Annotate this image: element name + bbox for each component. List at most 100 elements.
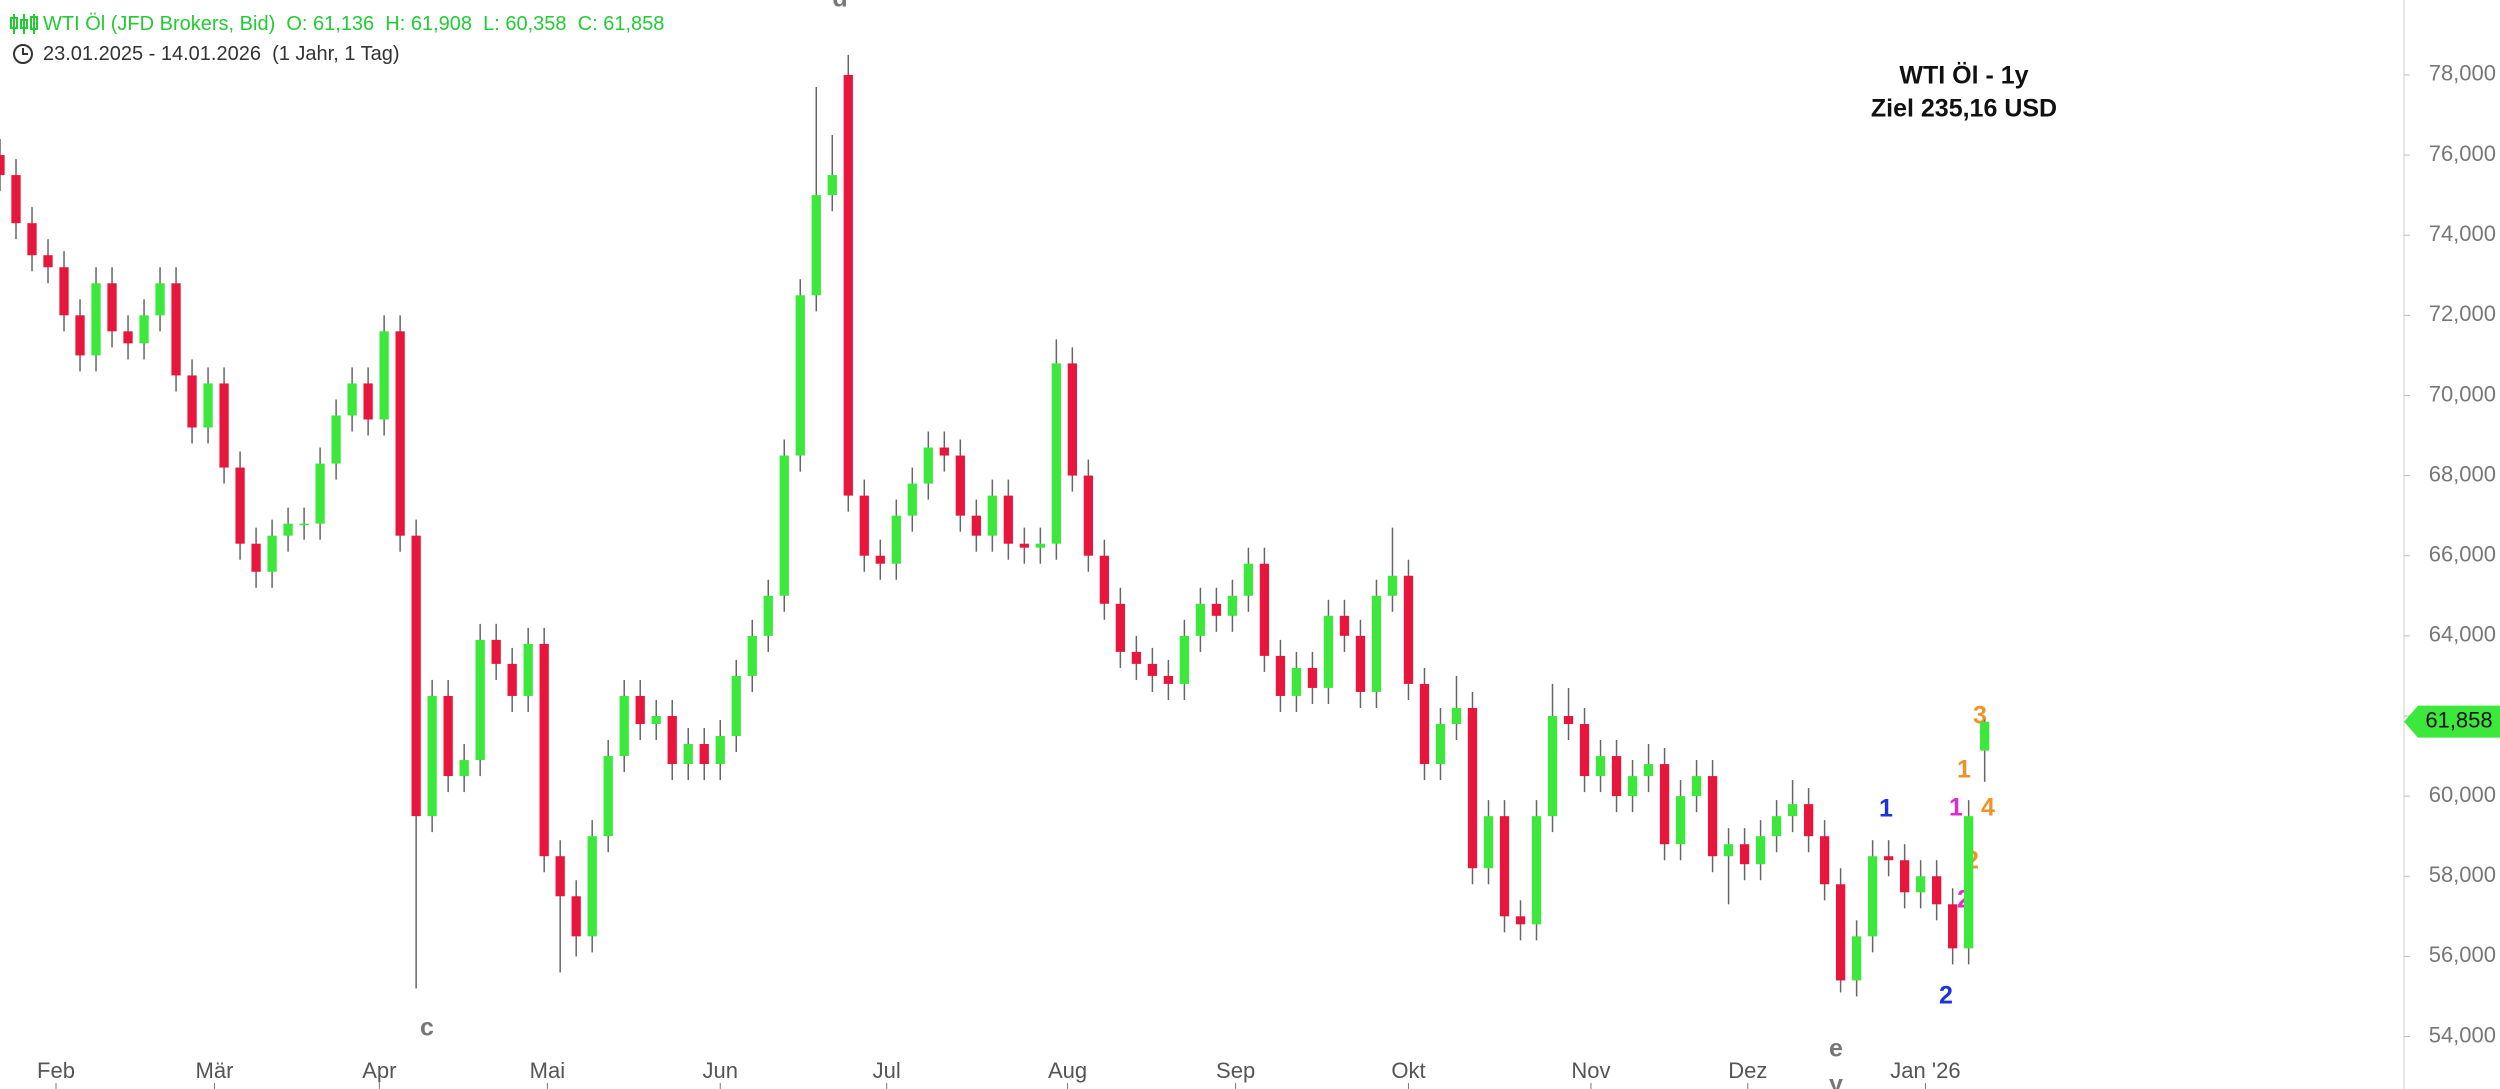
candle-body [987, 495, 997, 536]
wave-label: 4 [1981, 794, 1995, 822]
candle-body [1707, 776, 1718, 857]
candle-body [1851, 936, 1862, 981]
candle-body [107, 283, 117, 332]
candle-body [1659, 764, 1670, 845]
candle-body [779, 455, 789, 596]
candle-body [587, 836, 597, 937]
wave-label: 1 [1879, 795, 1893, 823]
candle-body [1131, 651, 1142, 664]
candle-body [555, 856, 565, 897]
candle-body [1035, 543, 1045, 548]
candle-body [443, 695, 453, 777]
candle-body [1467, 707, 1478, 869]
candle-body [1595, 756, 1606, 777]
candle-body [75, 315, 85, 356]
y-tick-label: 66,000 [2429, 542, 2496, 567]
wave-label: d [832, 0, 847, 13]
candle-body [171, 283, 181, 376]
candle-body [1451, 707, 1462, 724]
candle-body [1915, 876, 1926, 893]
candle-body [603, 756, 613, 837]
candle-body [1787, 804, 1798, 817]
candle-body [91, 283, 101, 356]
y-tick-label: 78,000 [2429, 61, 2496, 86]
candle-body [1483, 816, 1494, 869]
candle-body [1980, 721, 1990, 751]
candle-body [59, 267, 69, 316]
y-tick-label: 64,000 [2429, 622, 2496, 647]
candle-body [331, 415, 341, 464]
candle-body [523, 643, 533, 696]
candle-body [875, 555, 885, 564]
wave-label: c [420, 1014, 434, 1042]
wave-label: 1 [1957, 756, 1971, 784]
wave-label: 1 [1949, 794, 1963, 822]
y-tick-label: 60,000 [2429, 782, 2496, 807]
candle-body [1531, 816, 1542, 925]
candle-body [1147, 663, 1158, 676]
annotation: WTI Öl - 1y [1899, 61, 2028, 90]
candle-body [1867, 856, 1878, 937]
candle-body [1291, 667, 1302, 696]
x-tick-label: Feb [37, 1058, 75, 1083]
x-tick-label: Sep [1216, 1058, 1255, 1083]
last-price-tag [2404, 705, 2500, 738]
candle-body [1339, 615, 1350, 636]
candle-body [1067, 363, 1077, 476]
symbol-line: WTI Öl (JFD Brokers, Bid) O: 61,136 H: 6… [43, 13, 665, 35]
candle-body [1259, 563, 1270, 656]
candle-body [11, 175, 21, 224]
candle-body [1099, 555, 1110, 604]
candle-body [1435, 723, 1446, 765]
candle-body [1211, 603, 1222, 616]
candle-body [971, 515, 981, 536]
candle-body [1387, 575, 1398, 596]
candle-body [843, 74, 853, 496]
candle-body [859, 495, 869, 556]
candle-body [1195, 603, 1206, 636]
candle-body [395, 331, 405, 536]
x-tick-label: Okt [1391, 1058, 1425, 1083]
y-tick-label: 58,000 [2429, 862, 2496, 887]
candle-body [187, 375, 197, 428]
candle-body [491, 639, 501, 664]
y-tick-label: 70,000 [2429, 381, 2496, 406]
candle-body [731, 675, 741, 737]
candle-body [1691, 776, 1702, 797]
candle-body [683, 744, 693, 765]
candle-body [459, 760, 469, 777]
candle-body [1547, 715, 1558, 817]
y-tick-label: 68,000 [2429, 461, 2496, 486]
candle-body [1227, 595, 1238, 616]
y-tick-label: 74,000 [2429, 221, 2496, 246]
candle-body [1627, 776, 1638, 797]
clock-icon [13, 44, 33, 64]
x-tick-label: Dez [1728, 1058, 1767, 1083]
candle-body [363, 383, 373, 420]
candle-body [1499, 816, 1510, 917]
candle-body [1803, 804, 1814, 837]
candle-body [1835, 884, 1846, 981]
candle-body [251, 543, 261, 572]
candle-body [1819, 836, 1830, 885]
candle-body [1515, 916, 1526, 925]
candle-body [571, 896, 581, 937]
candle-body [1051, 363, 1061, 544]
candle-body [43, 255, 53, 268]
candle-body [923, 447, 933, 484]
candle-body [1755, 836, 1766, 865]
candle-body [235, 467, 245, 544]
candle-body [1675, 796, 1686, 845]
candle-body [539, 643, 549, 857]
candle-body [475, 639, 485, 761]
candle-body [907, 483, 917, 516]
candle-body [1643, 764, 1654, 777]
candle-body [1243, 563, 1254, 596]
candle-body [267, 535, 277, 572]
candle-body [1355, 635, 1366, 692]
candle-body [203, 383, 213, 428]
candle-body [1115, 603, 1126, 652]
